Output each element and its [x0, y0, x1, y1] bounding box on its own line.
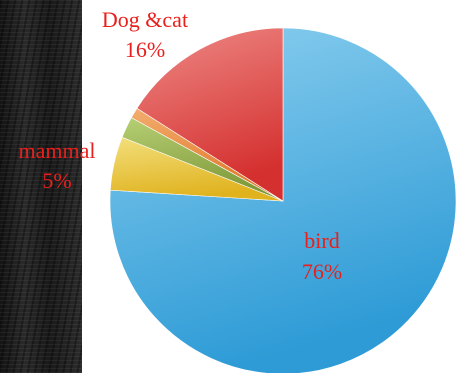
pie-labels: Dog &cat 16% mammal 5% bird 76% — [19, 7, 343, 284]
label-mammal-value: 5% — [42, 168, 71, 193]
pie-slices — [109, 27, 457, 373]
label-bird-value: 76% — [302, 259, 342, 284]
pie-slice-dog-cat — [136, 27, 284, 202]
background-texture — [0, 0, 82, 373]
pie-slice-bird — [109, 27, 457, 373]
label-dog-cat-value: 16% — [125, 37, 165, 62]
label-mammal-name: mammal — [19, 138, 96, 163]
label-bird-name: bird — [304, 228, 339, 253]
label-dog-cat-name: Dog &cat — [102, 7, 188, 32]
